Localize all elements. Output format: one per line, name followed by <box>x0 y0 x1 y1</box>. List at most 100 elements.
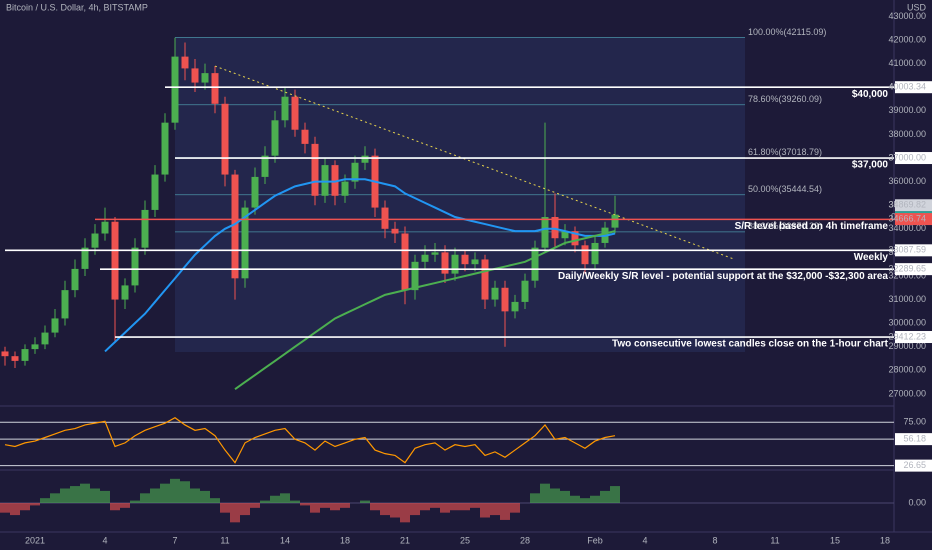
price-tag-label: 34666.74 <box>888 213 926 223</box>
x-tick-label: 15 <box>830 535 840 545</box>
osc-bar <box>570 495 580 503</box>
y-tick-label: 41000.00 <box>888 58 926 68</box>
rsi-tick-label: 26.65 <box>903 460 926 470</box>
candle-body <box>421 254 429 262</box>
fib-label: 50.00%(35444.54) <box>748 184 822 194</box>
x-tick-label: Feb <box>587 535 603 545</box>
osc-bar <box>590 495 600 503</box>
candle-body <box>461 254 469 265</box>
candle-body <box>571 231 579 246</box>
x-tick-label: 21 <box>400 535 410 545</box>
candle-body <box>591 242 599 265</box>
osc-bar <box>260 500 270 503</box>
candle-body <box>611 214 619 228</box>
y-tick-label: 27000.00 <box>888 388 926 398</box>
candle-body <box>311 143 319 196</box>
osc-bar <box>440 503 450 513</box>
osc-bar <box>200 490 210 503</box>
osc-bar <box>290 500 300 503</box>
osc-bar <box>230 503 240 523</box>
rsi-tag <box>895 433 932 446</box>
candle-body <box>351 162 359 182</box>
level-tag-label: 32289.65 <box>888 264 926 274</box>
osc-bar <box>510 503 520 513</box>
osc-bar <box>330 503 340 511</box>
y-tick-label: 38000.00 <box>888 129 926 139</box>
x-tick-label: 25 <box>460 535 470 545</box>
fib-label: 78.60%(39260.09) <box>748 94 822 104</box>
candle-body <box>211 73 219 104</box>
osc-bar <box>420 503 430 511</box>
candle-body <box>41 332 49 345</box>
osc-bar <box>450 503 460 511</box>
y-tick-label: 43000.00 <box>888 11 926 21</box>
rsi-tick-label: 75.00 <box>903 417 926 427</box>
osc-bar <box>360 500 370 503</box>
osc-bar <box>120 503 130 508</box>
osc-bar <box>50 493 60 503</box>
level-tag <box>895 81 932 94</box>
candle-body <box>21 349 29 361</box>
candle-body <box>401 233 409 291</box>
candle-body <box>161 122 169 175</box>
osc-bar <box>490 503 500 516</box>
y-tick-label: 29000.00 <box>888 341 926 351</box>
candle-body <box>551 217 559 239</box>
osc-bar <box>90 488 100 503</box>
y-tick-label: 32000.00 <box>888 270 926 280</box>
candle-body <box>501 287 509 312</box>
osc-bar <box>300 503 310 506</box>
osc-bar <box>370 503 380 511</box>
level-note: S/R level based on 4h timeframe <box>735 221 889 232</box>
candle-body <box>181 56 189 69</box>
candle-body <box>271 120 279 156</box>
candle-body <box>51 318 59 333</box>
candle-body <box>241 207 249 279</box>
rsi-tick-label: 56.18 <box>903 434 926 444</box>
osc-bar <box>70 486 80 503</box>
osc-bar <box>80 483 90 503</box>
level-tag <box>895 263 932 276</box>
candle-body <box>291 96 299 130</box>
fib-label: 61.80%(37018.79) <box>748 147 822 157</box>
x-tick-label: 4 <box>102 535 107 545</box>
candle-body <box>301 129 309 144</box>
candle-body <box>201 73 209 83</box>
x-tick-label: 2021 <box>25 535 45 545</box>
osc-bar <box>600 490 610 503</box>
x-tick-label: 18 <box>880 535 890 545</box>
osc-bar <box>60 488 70 503</box>
fib-label: 100.00%(42115.09) <box>748 27 826 37</box>
osc-bar <box>610 486 620 503</box>
candle-body <box>111 221 119 300</box>
candle-body <box>541 217 549 248</box>
candle-body <box>441 252 449 274</box>
osc-bar <box>190 488 200 503</box>
osc-bar <box>20 503 30 511</box>
chart-title: Bitcoin / U.S. Dollar, 4h, BITSTAMP <box>6 2 148 12</box>
level-note: Weekly <box>854 252 889 263</box>
osc-bar <box>110 503 120 511</box>
osc-bar <box>140 493 150 503</box>
osc-tick-label: 0.00 <box>908 497 926 507</box>
osc-bar <box>170 478 180 503</box>
candle-body <box>321 165 329 196</box>
level-note: $37,000 <box>852 160 889 171</box>
candle-body <box>561 231 569 239</box>
osc-bar <box>210 498 220 503</box>
level-note: Two consecutive lowest candles close on … <box>612 339 889 350</box>
candle-body <box>261 155 269 177</box>
osc-bar <box>220 503 230 513</box>
candle-body <box>191 68 199 83</box>
osc-bar <box>480 503 490 518</box>
x-tick-label: 28 <box>520 535 530 545</box>
x-tick-label: 14 <box>280 535 290 545</box>
osc-bar <box>280 493 290 503</box>
level-tag-label: 29412.23 <box>888 331 926 341</box>
candle-body <box>231 174 239 279</box>
osc-bar <box>540 483 550 503</box>
osc-bar <box>30 503 40 506</box>
osc-bar <box>530 493 540 503</box>
candle-body <box>31 344 39 350</box>
